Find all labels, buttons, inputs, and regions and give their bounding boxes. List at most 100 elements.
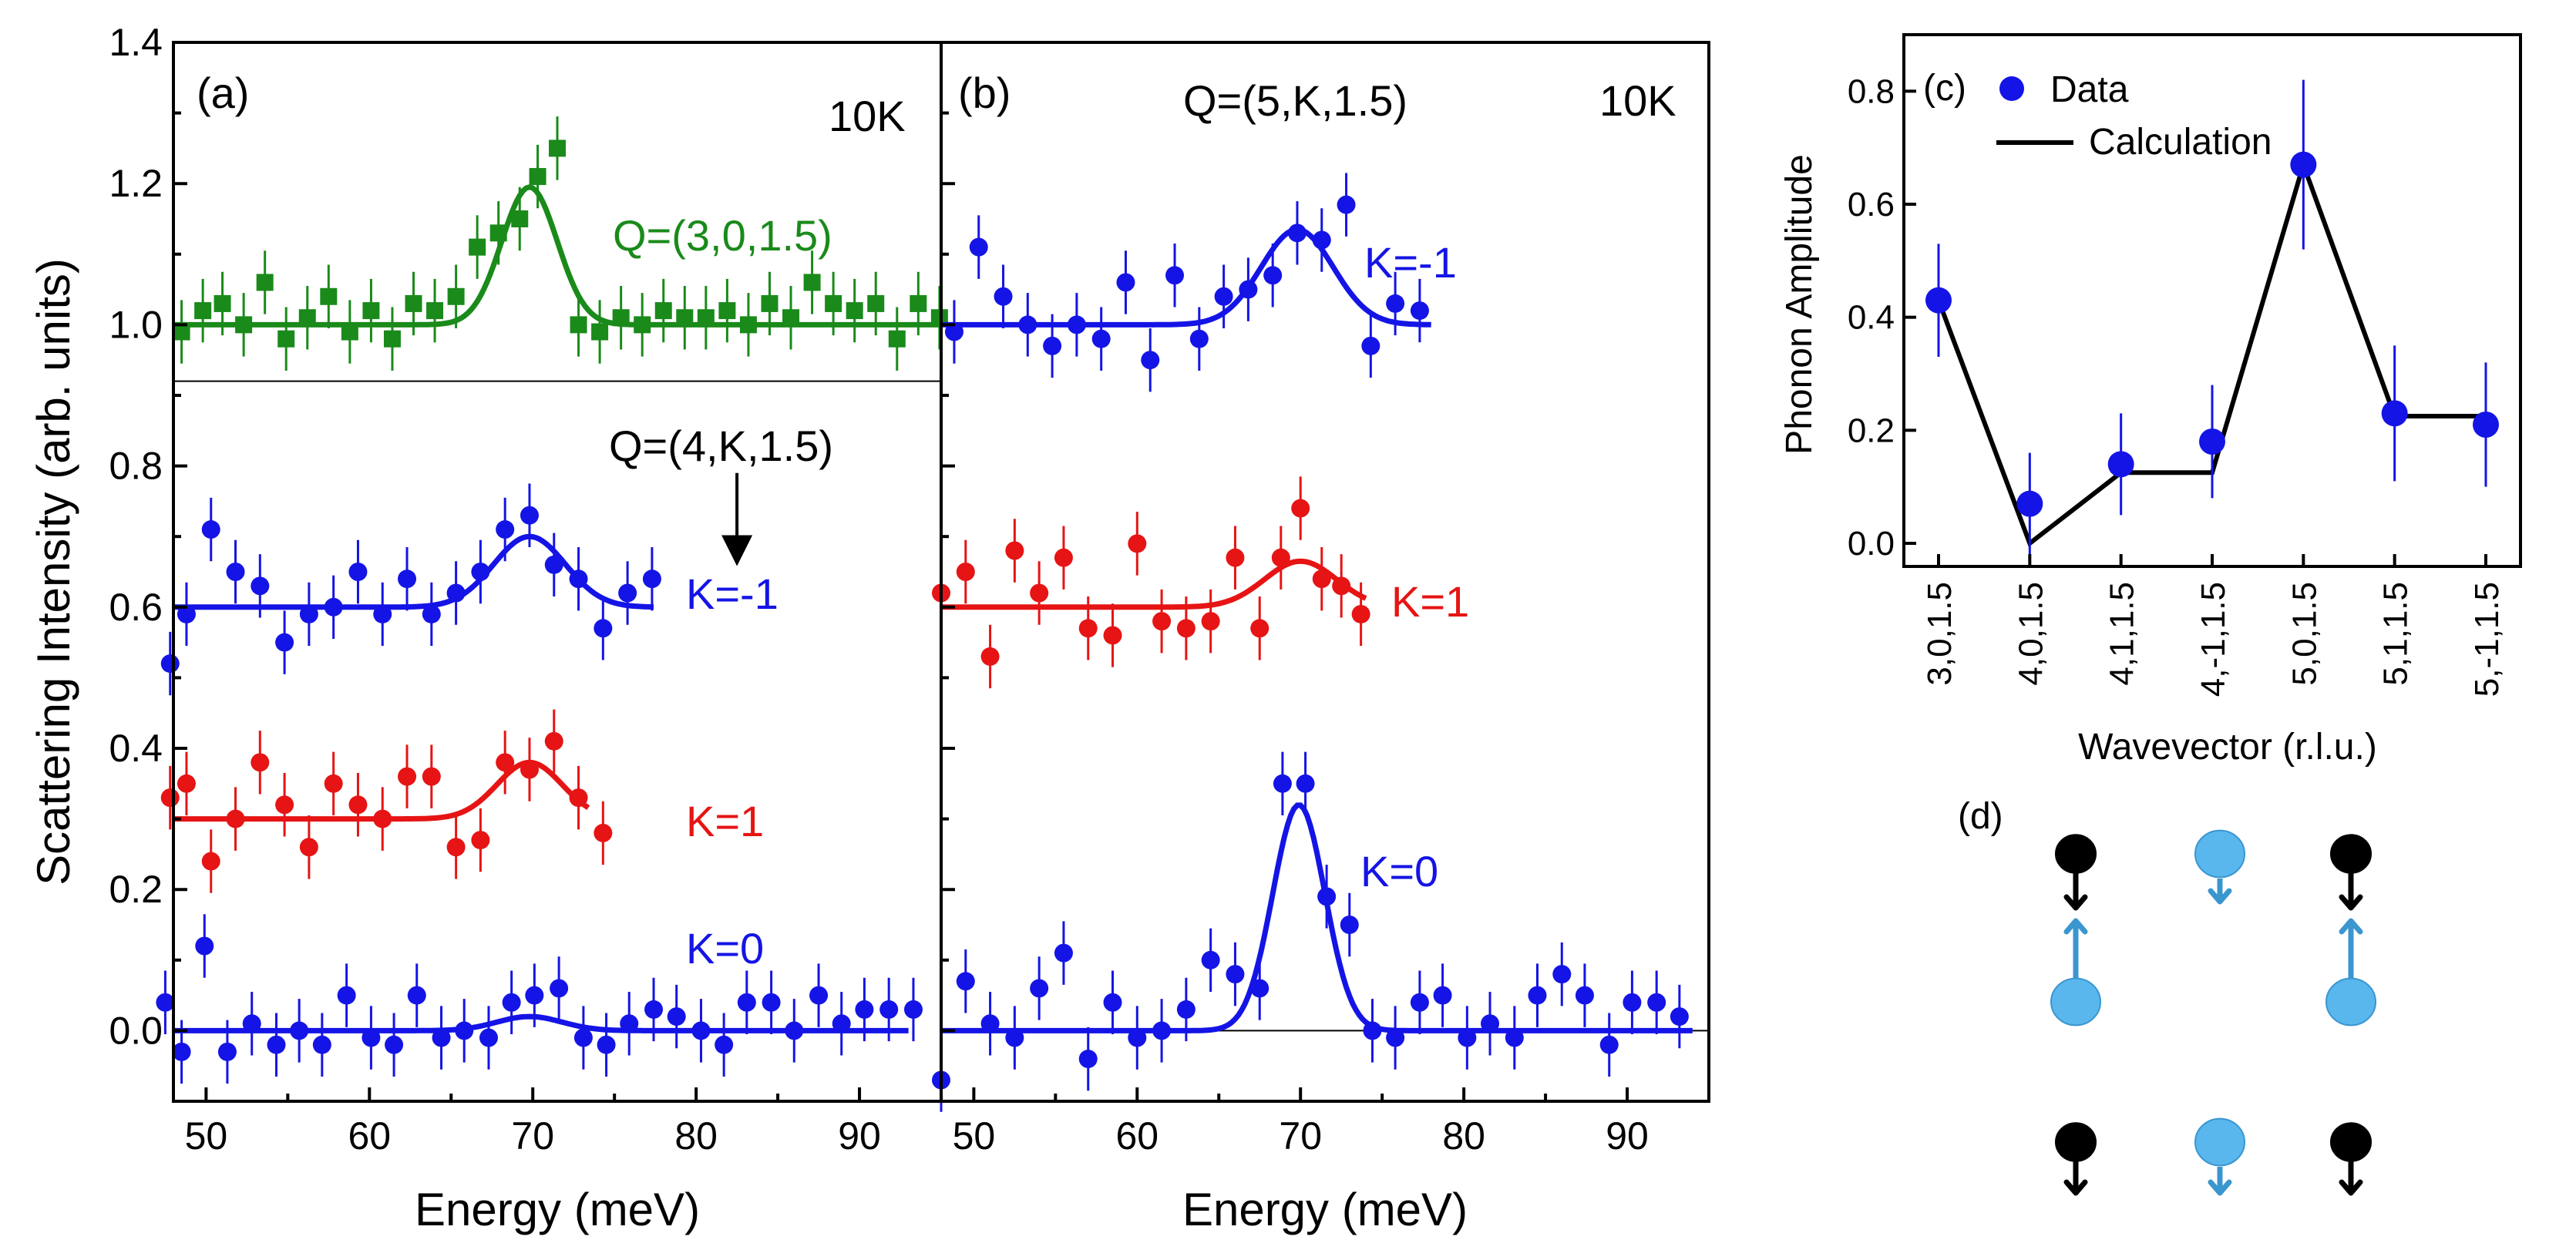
panel-b-frame: [940, 41, 1710, 1103]
data-point: [697, 309, 715, 327]
data-point: [994, 287, 1013, 306]
data-point: [761, 294, 779, 312]
data-point: [1410, 993, 1429, 1012]
data-point: [1189, 329, 1209, 348]
y-tick-label: 0.0: [1848, 525, 1895, 563]
data-point: [1226, 548, 1245, 567]
data-point: [362, 302, 380, 320]
data-point: [867, 294, 885, 312]
data-point: [980, 647, 1000, 666]
data-point: [969, 237, 988, 257]
data-point: [570, 316, 587, 334]
data-point: [226, 809, 245, 828]
black-down-arrow: [2339, 1159, 2363, 1196]
data-point: [1647, 993, 1666, 1012]
data-point: [739, 316, 757, 334]
y-tick-label: 0.4: [1848, 299, 1895, 337]
fit-curve: [941, 558, 1367, 610]
black-atom: [2330, 834, 2372, 874]
y-tick-label: 0.2: [1848, 412, 1895, 449]
x-tick-label: 5,-1,1.5: [2468, 582, 2506, 697]
panel-c: 0.0 0.2 0.4 0.6 0.8 3,0,1.5 4,0,1.5 4,1,1.5 4,-1…: [1779, 33, 2522, 768]
y-tick-label: 0.6: [109, 586, 163, 629]
y-tick-label: 1.4: [109, 21, 163, 64]
data-point: [525, 986, 544, 1005]
black-down-arrow: [2339, 871, 2363, 911]
panel-b: 50 60 70 80 90 (b) Q=(5,K,1.5) 10K K=-1 K=1 …: [932, 41, 1710, 1235]
fit-curve: [941, 802, 1693, 1033]
data-point: [1271, 548, 1290, 567]
data-point: [520, 506, 539, 525]
data-point: [1291, 499, 1310, 518]
data-point: [980, 1014, 1000, 1033]
data-point: [217, 1042, 237, 1061]
legend-data-label: Data: [2050, 69, 2129, 110]
data-point: [2473, 412, 2499, 438]
data-point: [1481, 1014, 1500, 1033]
data-point: [573, 1028, 593, 1047]
data-point: [1103, 993, 1122, 1012]
panel-b-q-label: Q=(5,K,1.5): [1183, 76, 1407, 125]
y-tick-label: 0.0: [109, 1009, 163, 1052]
data-point: [324, 597, 343, 617]
data-point: [469, 238, 486, 256]
data-point: [618, 583, 637, 603]
panel-a-axes: 50 60 70 80 90 0.0 0.2 0.4 0.6 0.8 1.0 1.2 1.4: [109, 21, 880, 1158]
data-point: [1201, 612, 1220, 631]
data-point: [1458, 1028, 1477, 1047]
data-point: [809, 986, 829, 1005]
data-point: [1043, 336, 1062, 355]
data-point: [1214, 287, 1233, 306]
data-point: [1250, 979, 1270, 998]
black-down-arrow: [2063, 871, 2088, 911]
data-point: [446, 838, 466, 857]
data-point: [903, 1000, 923, 1019]
data-point: [2290, 151, 2317, 178]
data-point: [597, 1035, 616, 1054]
data-point: [422, 604, 441, 623]
data-point: [930, 309, 948, 327]
x-tick-label: 5,1,1.5: [2377, 582, 2415, 686]
data-point: [956, 563, 975, 581]
blue-up-arrow: [2063, 918, 2088, 979]
data-point: [160, 654, 180, 674]
data-point: [348, 563, 368, 581]
arrow-head: [2063, 918, 2088, 935]
arrow-head: [2208, 888, 2232, 905]
panel-a-y-axis-label: Scattering Intensity (arb. units): [28, 258, 79, 885]
data-point: [1078, 1050, 1098, 1069]
data-point: [1141, 351, 1160, 370]
data-point: [1239, 280, 1258, 299]
data-point: [1312, 230, 1331, 250]
data-point: [715, 1035, 734, 1054]
x-tick-label: 4,1,1.5: [2104, 582, 2141, 686]
panel-a-k1-label: K=1: [686, 797, 764, 845]
data-point: [785, 1021, 804, 1040]
data-point: [1925, 287, 1952, 314]
data-point: [373, 604, 392, 623]
data-point: [455, 1021, 474, 1040]
data-point: [1067, 315, 1086, 334]
panel-a-k0-label: K=0: [686, 924, 764, 973]
data-point: [496, 520, 515, 539]
data-point: [1030, 979, 1049, 998]
panel-b-temperature: 10K: [1599, 76, 1676, 125]
data-point: [654, 302, 672, 320]
data-point: [1312, 570, 1331, 589]
data-point: [644, 1000, 664, 1019]
y-tick-label: 1.2: [109, 162, 163, 205]
data-point: [194, 302, 212, 320]
data-point: [446, 583, 466, 603]
data-point: [362, 1028, 381, 1047]
data-point: [620, 1014, 639, 1033]
data-point: [471, 563, 490, 581]
data-point: [1599, 1035, 1619, 1054]
panel-a-q-top-label: Q=(3,0,1.5): [613, 211, 832, 260]
arrow-head: [2339, 894, 2363, 911]
data-point: [634, 316, 651, 334]
blue-atom: [2194, 829, 2245, 879]
data-point: [251, 753, 270, 772]
data-point: [2199, 428, 2225, 455]
data-point: [642, 570, 661, 589]
